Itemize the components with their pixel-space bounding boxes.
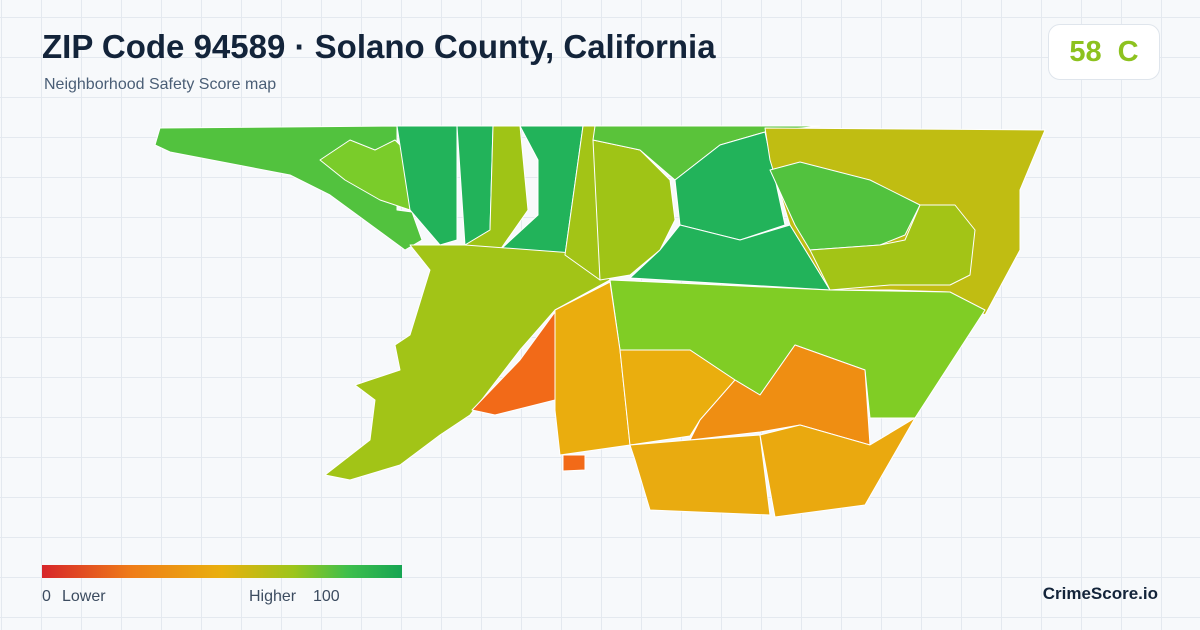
legend-min: 0 [42,588,51,605]
legend-min-label: Lower [62,588,106,605]
score-badge: 58 C [1048,24,1160,80]
region [759,417,916,518]
region [769,161,921,251]
legend-max: 100 [313,588,340,605]
region [629,434,771,516]
brand: CrimeScore.io [1042,584,1158,603]
region [592,139,676,281]
region [456,125,494,246]
title: ZIP Code 94589 · Solano County, Californ… [42,28,716,65]
score-value: 58 [1069,35,1102,68]
legend-gradient [42,565,402,578]
region [562,454,586,472]
score-grade: C [1117,35,1139,68]
region [809,204,976,291]
region [471,311,556,416]
subtitle: Neighborhood Safety Score map [44,76,277,93]
legend-max-label: Higher [249,588,297,605]
region [689,344,871,446]
region [396,125,458,246]
